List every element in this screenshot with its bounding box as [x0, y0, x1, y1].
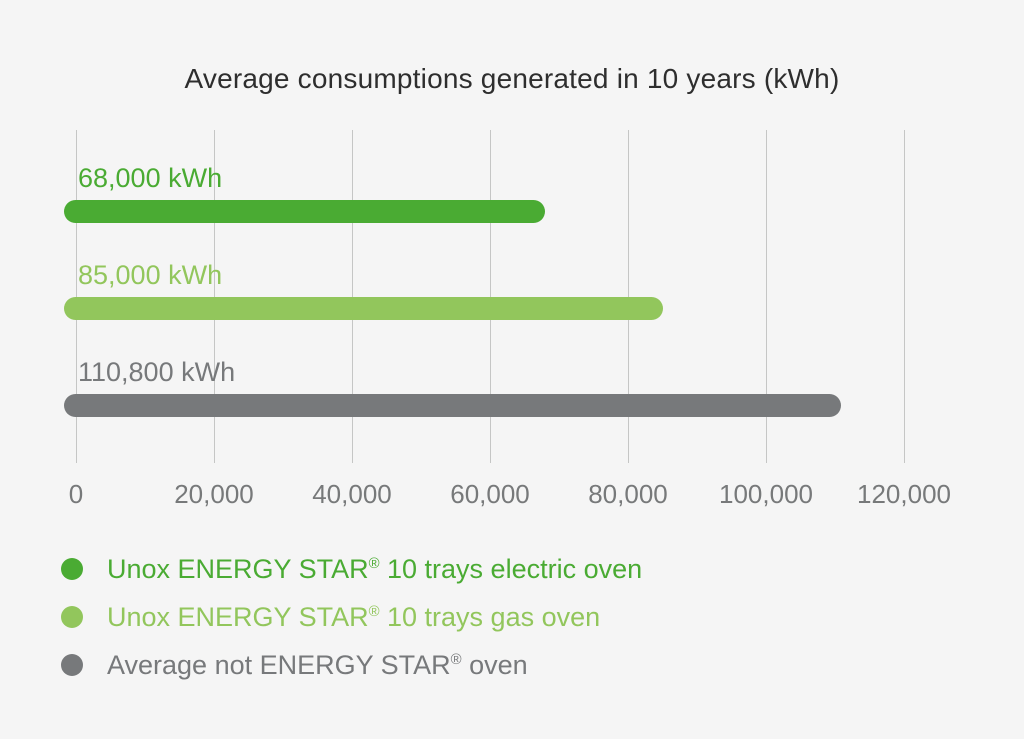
x-tick-label: 80,000: [588, 479, 668, 509]
gridline: [490, 130, 491, 463]
legend-item: Unox ENERGY STAR® 10 trays electric oven: [61, 545, 642, 593]
chart-title: Average consumptions generated in 10 yea…: [184, 63, 840, 94]
gridline: [627, 130, 629, 463]
bar-value-label: 85,000 kWh: [78, 260, 223, 290]
bar: [64, 297, 663, 320]
legend: Unox ENERGY STAR® 10 trays electric oven…: [61, 545, 642, 689]
bar-value-label: 68,000 kWh: [78, 163, 223, 193]
bar: [64, 200, 546, 223]
x-axis: 0 20,000 40,000 60,000 80,000 100,000 120,000: [69, 479, 951, 513]
legend-label: Unox ENERGY STAR® 10 trays gas oven: [107, 601, 601, 632]
x-tick-label: 20,000: [174, 479, 254, 509]
legend-label: Unox ENERGY STAR® 10 trays electric oven: [107, 553, 643, 584]
legend-dot-icon: [61, 606, 83, 628]
bar-value-label: 110,800 kWh: [78, 357, 236, 387]
x-tick-label: 60,000: [450, 479, 530, 509]
registered-trademark: ®: [450, 651, 462, 668]
gridline: [904, 130, 905, 463]
x-tick-label: 40,000: [312, 479, 392, 509]
gridline: [213, 130, 215, 463]
gridline: [766, 130, 767, 463]
legend-dot-icon: [61, 558, 83, 580]
legend-item: Average not ENERGY STAR® oven: [61, 641, 642, 689]
x-tick-label: 100,000: [719, 479, 813, 509]
x-tick-label: 0: [68, 479, 84, 509]
gridline: [76, 130, 77, 463]
legend-dot-icon: [61, 654, 83, 676]
bar: [64, 394, 841, 417]
x-tick-label: 120,000: [857, 479, 951, 509]
legend-label: Average not ENERGY STAR® oven: [107, 649, 528, 680]
legend-item: Unox ENERGY STAR® 10 trays gas oven: [61, 593, 642, 641]
gridline: [351, 130, 353, 463]
registered-trademark: ®: [368, 603, 380, 620]
registered-trademark: ®: [368, 555, 380, 572]
plot-area: 68,000 kWh 85,000 kWh 110,800 kWh: [64, 130, 905, 463]
